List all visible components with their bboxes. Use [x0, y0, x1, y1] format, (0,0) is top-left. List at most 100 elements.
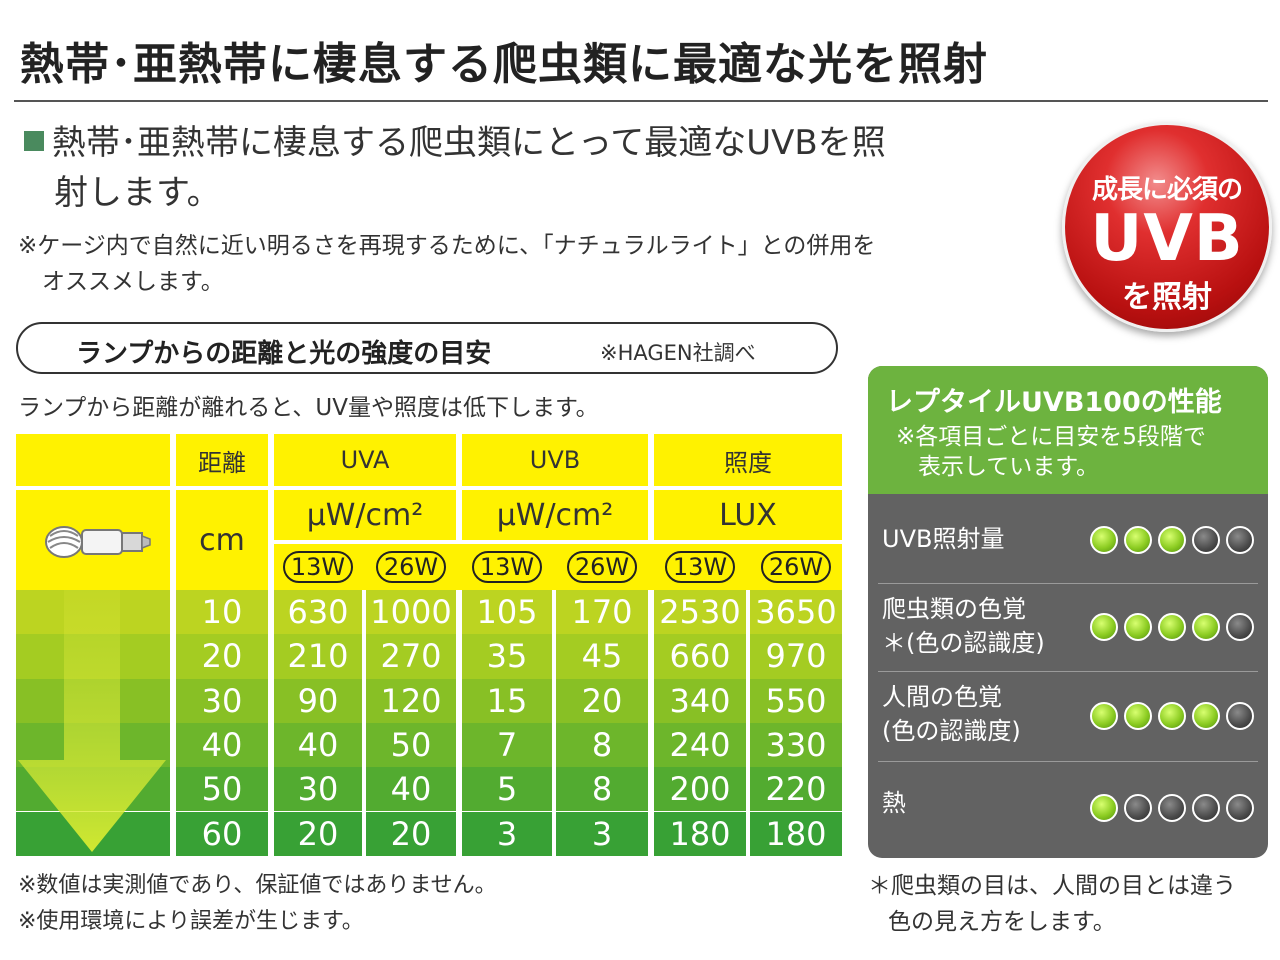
value-cell: 3650: [750, 590, 842, 635]
header-uvb: UVB: [462, 434, 648, 486]
value-cell: 15: [462, 678, 552, 723]
bulb-icon: [45, 526, 151, 558]
watt-uvb-13: 13W: [462, 544, 552, 590]
value-cell: 5: [462, 767, 552, 812]
performance-label-line-2: ＊(色の認識度): [882, 629, 1045, 657]
header-corner: [16, 434, 170, 486]
usage-note-line-2: オススメします。: [42, 269, 224, 295]
value-cell: 630: [274, 590, 362, 635]
value-cell: 20: [556, 678, 648, 723]
value-cell: 970: [750, 634, 842, 679]
header-distance: 距離: [176, 434, 268, 486]
value-cell: 180: [750, 811, 842, 856]
value-cell: 45: [556, 634, 648, 679]
performance-row: UVB照射量: [868, 498, 1268, 582]
perf-footnote-line-1: ＊爬虫類の目は、人間の目とは違う: [868, 873, 1236, 899]
watt-row-bg: [274, 544, 842, 590]
row-divider: [878, 583, 1258, 584]
square-bullet-icon: [24, 131, 44, 151]
value-cell: 270: [366, 634, 456, 679]
rating-dot-empty-icon: [1124, 794, 1152, 822]
value-cell: 120: [366, 678, 456, 723]
value-cell: 2530: [654, 590, 746, 635]
section-heading: ランプからの距離と光の強度の目安 ※HAGEN社調べ: [16, 322, 838, 374]
value-cell: 3: [556, 811, 648, 856]
unit-distance: cm: [176, 490, 268, 590]
watt-lux-13: 13W: [654, 544, 746, 590]
value-cell: 20: [366, 811, 456, 856]
value-cell: 340: [654, 678, 746, 723]
lead-line-1: 熱帯･亜熱帯に棲息する爬虫類にとって最適なUVBを照: [52, 123, 886, 163]
performance-label: 爬虫類の色覚 ＊(色の認識度): [882, 592, 1045, 660]
performance-row: 人間の色覚 (色の認識度): [868, 672, 1268, 760]
unit-uvb: μW/cm²: [462, 490, 648, 540]
value-cell: 30: [274, 767, 362, 812]
rating-dots: [1090, 613, 1254, 641]
usage-note-line-1: ※ケージ内で自然に近い明るさを再現するために、「ナチュラルライト」との併用を: [18, 233, 876, 259]
rating-dot-filled-icon: [1124, 526, 1152, 554]
watt-uva-26: 26W: [366, 544, 456, 590]
value-cell: 8: [556, 722, 648, 768]
value-cell: 550: [750, 678, 842, 723]
value-cell: 3: [462, 811, 552, 856]
performance-header: レプタイルUVB100の性能 ※各項目ごとに目安を5段階で 表示しています。: [868, 366, 1268, 494]
value-cell: 200: [654, 767, 746, 812]
rating-dot-empty-icon: [1158, 794, 1186, 822]
page-title: 熱帯･亜熱帯に棲息する爬虫類に最適な光を照射: [20, 39, 988, 90]
rating-dot-filled-icon: [1090, 526, 1118, 554]
value-cell: 180: [654, 811, 746, 856]
value-cell: 210: [274, 634, 362, 679]
row-divider: [878, 671, 1258, 672]
value-cell: 330: [750, 722, 842, 768]
rating-dot-filled-icon: [1158, 526, 1186, 554]
perf-footnote: ＊爬虫類の目は、人間の目とは違う 色の見え方をします。: [868, 868, 1236, 940]
lead-line-2: 射します。: [54, 173, 221, 213]
value-cell: 105: [462, 590, 552, 635]
distance-cell: 30: [176, 678, 268, 723]
value-cell: 8: [556, 767, 648, 812]
usage-note: ※ケージ内で自然に近い明るさを再現するために、「ナチュラルライト」との併用を オ…: [18, 228, 875, 300]
rating-dot-empty-icon: [1226, 794, 1254, 822]
header-uva: UVA: [274, 434, 456, 486]
rating-dots: [1090, 702, 1254, 730]
unit-uva: μW/cm²: [274, 490, 456, 540]
performance-label: UVB照射量: [882, 522, 1004, 556]
performance-note: ※各項目ごとに目安を5段階で 表示しています。: [896, 422, 1206, 482]
watt-uvb-26: 26W: [556, 544, 648, 590]
watt-label: 13W: [282, 551, 354, 583]
performance-label: 人間の色覚 (色の認識度): [882, 680, 1021, 748]
unit-lux: LUX: [654, 490, 842, 540]
value-cell: 40: [366, 767, 456, 812]
performance-panel: レプタイルUVB100の性能 ※各項目ごとに目安を5段階で 表示しています。 U…: [868, 366, 1268, 858]
watt-label: 13W: [664, 551, 736, 583]
performance-label-line-1: UVB照射量: [882, 525, 1005, 553]
watt-uva-13: 13W: [274, 544, 362, 590]
section-source: ※HAGEN社調べ: [600, 341, 756, 365]
performance-label-line-2: (色の認識度): [882, 717, 1021, 745]
badge-line-2: UVB: [1090, 202, 1244, 276]
distance-cell: 60: [176, 811, 268, 856]
value-cell: 40: [274, 722, 362, 768]
rating-dot-empty-icon: [1192, 526, 1220, 554]
rating-dot-filled-icon: [1090, 794, 1118, 822]
distance-cell: 10: [176, 590, 268, 635]
performance-label-line-1: 熱: [882, 789, 906, 817]
value-cell: 90: [274, 678, 362, 723]
rating-dot-filled-icon: [1124, 702, 1152, 730]
value-cell: 220: [750, 767, 842, 812]
rating-dot-filled-icon: [1124, 613, 1152, 641]
value-cell: 240: [654, 722, 746, 768]
rating-dot-filled-icon: [1192, 702, 1220, 730]
title-divider: [14, 100, 1268, 102]
table-intro: ランプから距離が離れると、UV量や照度は低下します。: [18, 395, 599, 421]
rating-dot-filled-icon: [1158, 613, 1186, 641]
rating-dots: [1090, 526, 1254, 554]
performance-note-line-1: ※各項目ごとに目安を5段階で: [896, 424, 1206, 450]
watt-label: 26W: [760, 551, 832, 583]
value-cell: 660: [654, 634, 746, 679]
down-arrow-icon: [18, 590, 166, 852]
distance-cell: 40: [176, 722, 268, 768]
value-cell: 50: [366, 722, 456, 768]
value-cell: 20: [274, 811, 362, 856]
watt-lux-26: 26W: [750, 544, 842, 590]
